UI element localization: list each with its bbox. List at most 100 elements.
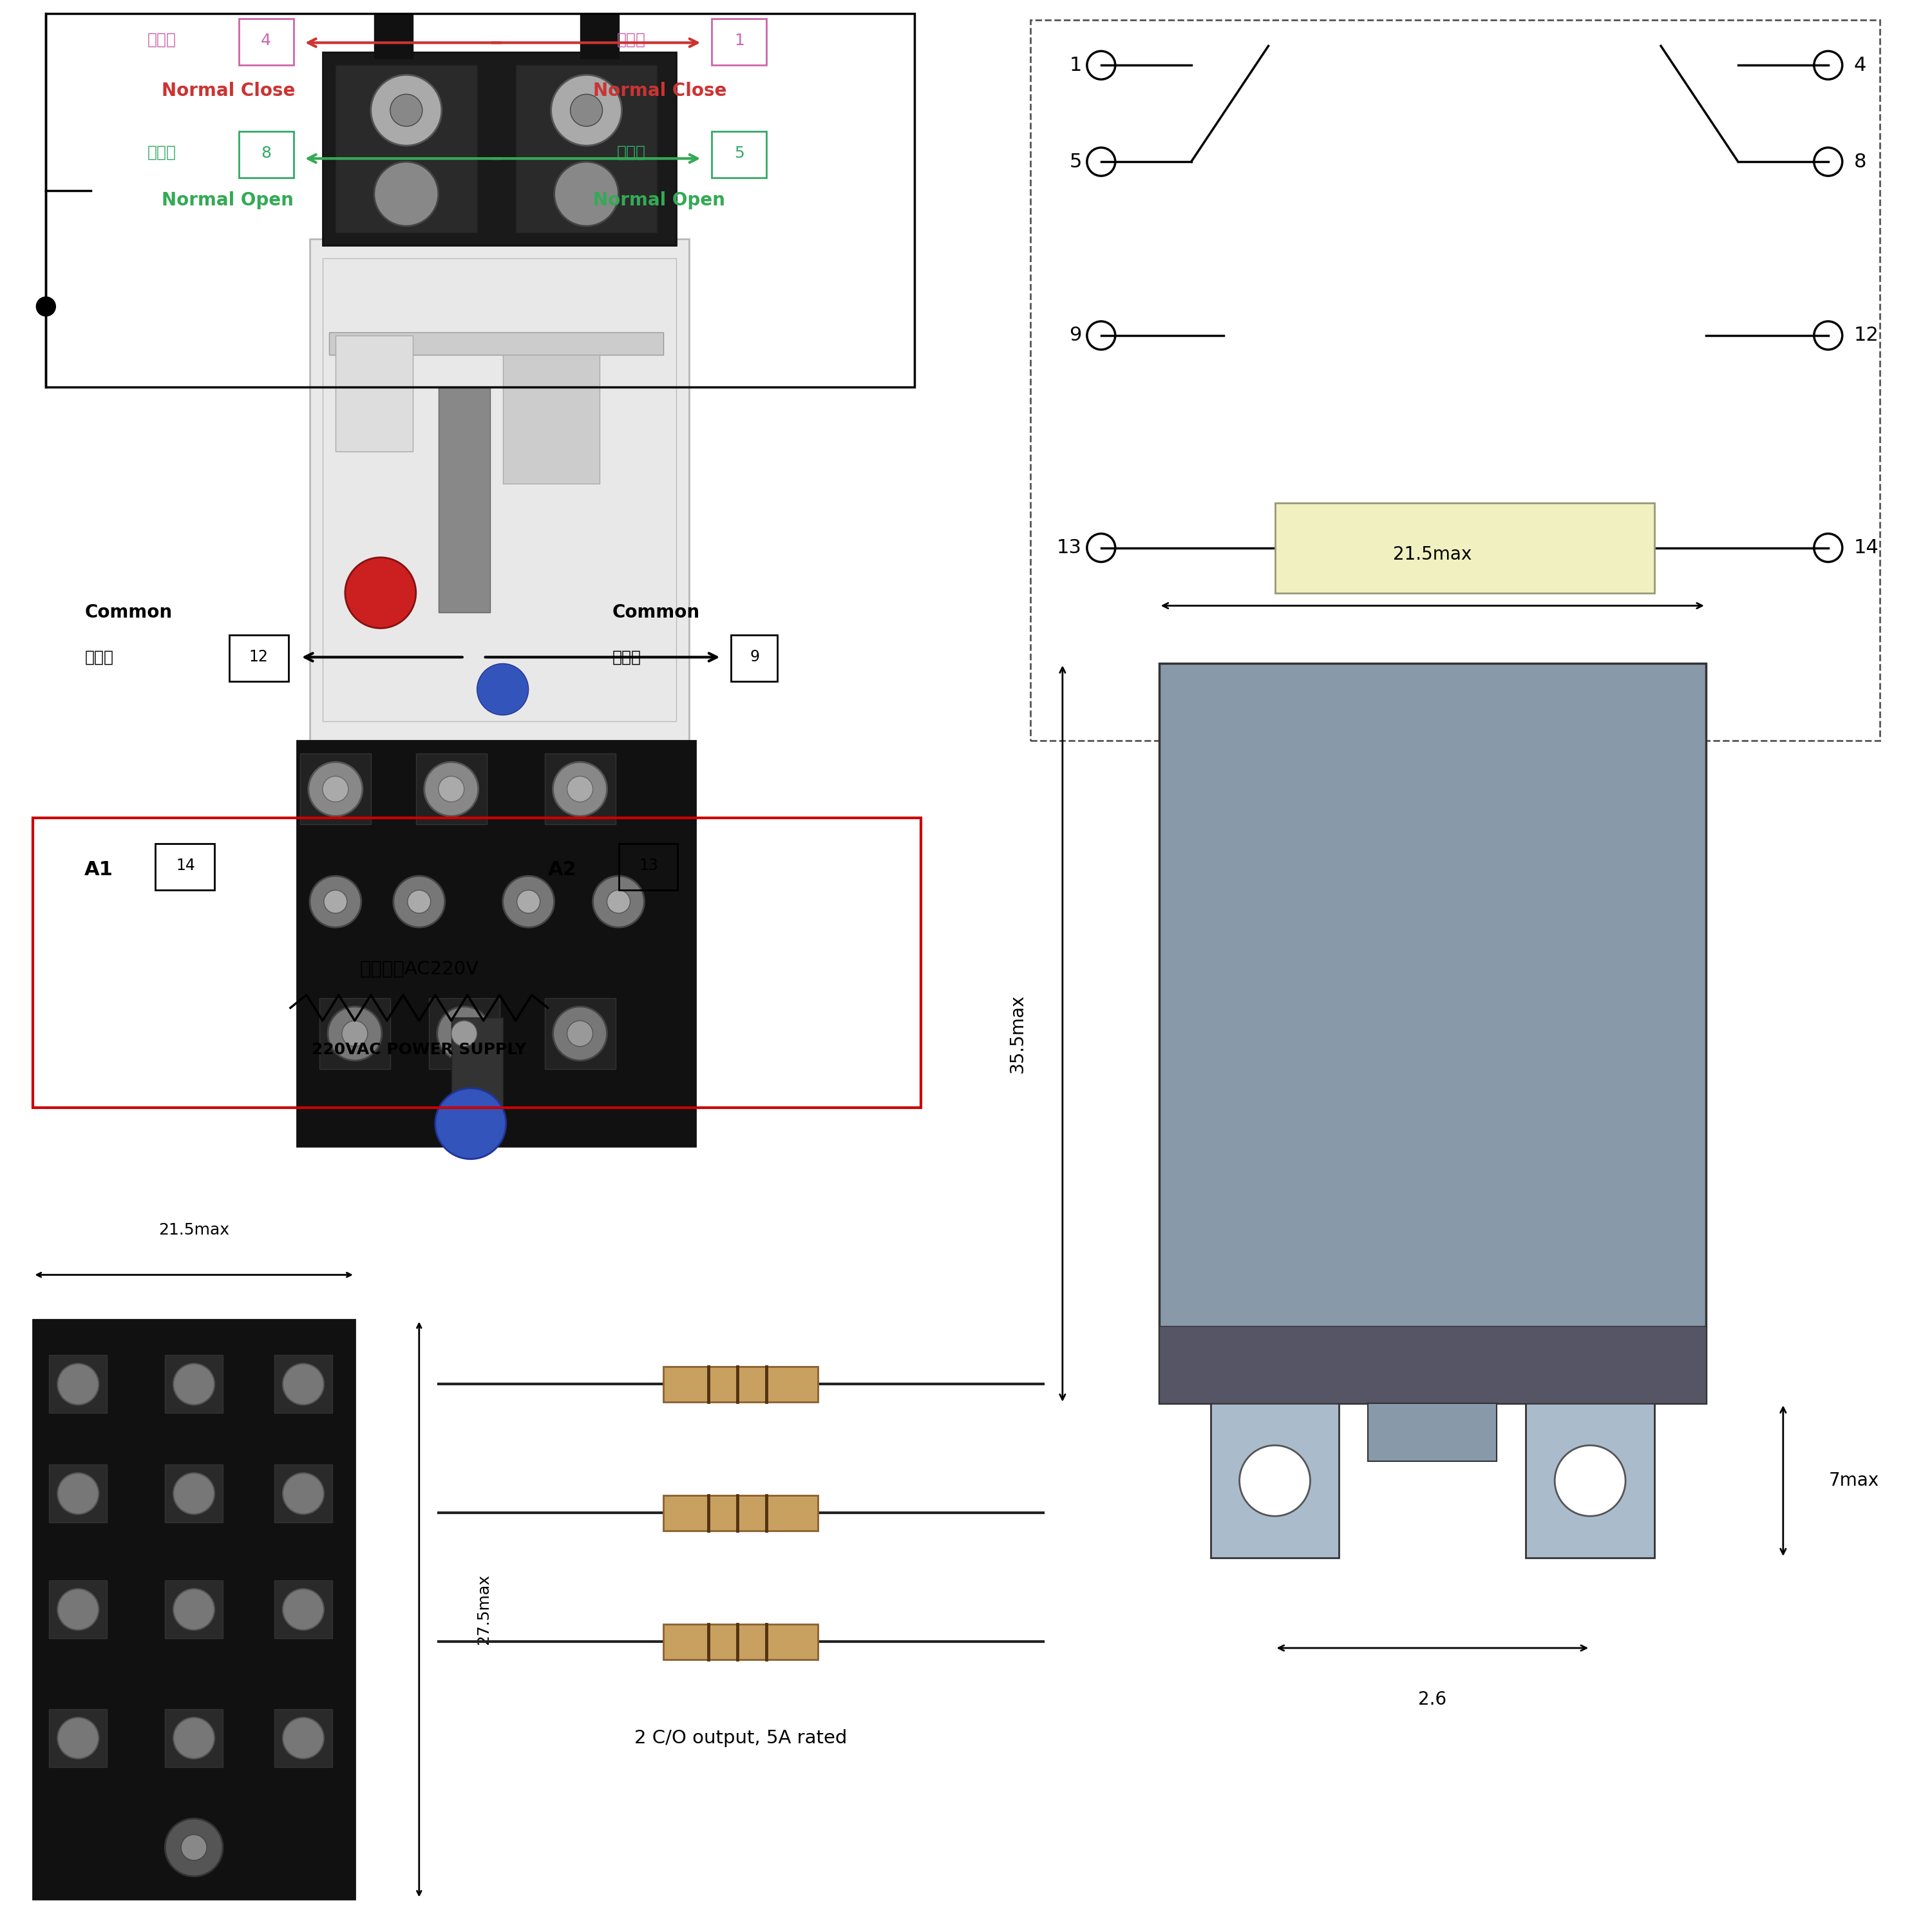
Bar xyxy=(274,1580,332,1638)
Text: 1: 1 xyxy=(1068,56,1082,75)
Text: 9: 9 xyxy=(750,649,759,665)
Text: 常开点: 常开点 xyxy=(616,145,645,160)
Bar xyxy=(48,1354,106,1412)
Text: 21.5max: 21.5max xyxy=(158,1223,230,1238)
Circle shape xyxy=(58,1364,99,1405)
Text: 常闭点: 常闭点 xyxy=(616,31,645,46)
Circle shape xyxy=(570,95,603,126)
Circle shape xyxy=(408,891,431,914)
Bar xyxy=(1526,1403,1654,1557)
Bar xyxy=(240,131,294,178)
Circle shape xyxy=(568,777,593,802)
Bar xyxy=(1211,1403,1339,1557)
Bar xyxy=(48,1464,106,1522)
Bar xyxy=(439,386,491,612)
Bar xyxy=(502,355,599,483)
Bar xyxy=(164,1354,222,1412)
Bar xyxy=(580,14,618,58)
Circle shape xyxy=(282,1718,325,1758)
Bar xyxy=(545,753,616,825)
Text: 4: 4 xyxy=(261,33,270,48)
Circle shape xyxy=(58,1718,99,1758)
Bar xyxy=(164,1580,222,1638)
Circle shape xyxy=(282,1472,325,1515)
Text: 35.5max: 35.5max xyxy=(1009,995,1026,1072)
Text: 1: 1 xyxy=(734,33,744,48)
Bar xyxy=(33,817,922,1107)
Text: Normal Close: Normal Close xyxy=(593,81,726,100)
Text: 常闭点: 常闭点 xyxy=(147,31,176,46)
Circle shape xyxy=(309,761,363,815)
Bar xyxy=(274,1464,332,1522)
Bar xyxy=(230,636,288,682)
Bar xyxy=(240,19,294,66)
Text: 常开点: 常开点 xyxy=(147,145,176,160)
Bar xyxy=(375,14,413,58)
Circle shape xyxy=(425,761,479,815)
Circle shape xyxy=(174,1364,214,1405)
Circle shape xyxy=(309,875,361,927)
Circle shape xyxy=(477,663,529,715)
Bar xyxy=(415,753,487,825)
Circle shape xyxy=(37,298,56,317)
Bar xyxy=(516,66,657,232)
Text: A2: A2 xyxy=(549,860,576,879)
Text: 12: 12 xyxy=(249,649,269,665)
Bar xyxy=(618,844,678,891)
Circle shape xyxy=(282,1588,325,1631)
Circle shape xyxy=(502,875,554,927)
Circle shape xyxy=(323,777,348,802)
Circle shape xyxy=(325,891,348,914)
Circle shape xyxy=(342,1020,367,1047)
Text: Normal Close: Normal Close xyxy=(162,81,296,100)
Circle shape xyxy=(375,162,439,226)
Text: 2.6: 2.6 xyxy=(1418,1690,1447,1708)
Bar xyxy=(299,753,371,825)
Bar xyxy=(155,844,214,891)
Bar xyxy=(1275,502,1654,593)
Bar xyxy=(46,14,914,386)
Circle shape xyxy=(394,875,444,927)
Text: 14: 14 xyxy=(1855,539,1878,556)
Text: 9: 9 xyxy=(1068,327,1082,344)
Text: Normal Open: Normal Open xyxy=(593,191,724,209)
Bar xyxy=(328,332,663,355)
Circle shape xyxy=(553,1007,607,1061)
Circle shape xyxy=(328,1007,383,1061)
Bar xyxy=(1159,1325,1706,1403)
Text: Common: Common xyxy=(85,603,172,622)
Text: 公共端: 公共端 xyxy=(612,649,641,665)
Circle shape xyxy=(182,1835,207,1861)
Bar xyxy=(164,1464,222,1522)
Bar xyxy=(1368,1403,1497,1461)
Text: 12: 12 xyxy=(1855,327,1878,344)
Bar xyxy=(663,1495,817,1530)
Text: 线圈电压AC220V: 线圈电压AC220V xyxy=(359,960,479,978)
Text: Common: Common xyxy=(612,603,699,622)
Text: 5: 5 xyxy=(1068,153,1082,172)
Bar xyxy=(545,999,616,1068)
Circle shape xyxy=(346,558,415,628)
Bar xyxy=(429,999,500,1068)
Text: Normal Open: Normal Open xyxy=(162,191,294,209)
Circle shape xyxy=(174,1718,214,1758)
Circle shape xyxy=(174,1472,214,1515)
Circle shape xyxy=(553,761,607,815)
Bar xyxy=(323,259,676,721)
Bar xyxy=(298,740,696,1146)
Circle shape xyxy=(164,1818,222,1876)
Text: 13: 13 xyxy=(639,858,659,873)
Circle shape xyxy=(518,891,541,914)
Circle shape xyxy=(568,1020,593,1047)
Circle shape xyxy=(437,1007,491,1061)
Bar xyxy=(319,999,390,1068)
Text: 21.5max: 21.5max xyxy=(1393,545,1472,564)
Bar xyxy=(323,52,676,245)
Circle shape xyxy=(174,1588,214,1631)
Circle shape xyxy=(1555,1445,1625,1517)
Bar xyxy=(663,1366,817,1403)
Circle shape xyxy=(554,162,618,226)
Bar xyxy=(274,1354,332,1412)
Bar xyxy=(1030,19,1880,740)
Bar xyxy=(274,1710,332,1768)
